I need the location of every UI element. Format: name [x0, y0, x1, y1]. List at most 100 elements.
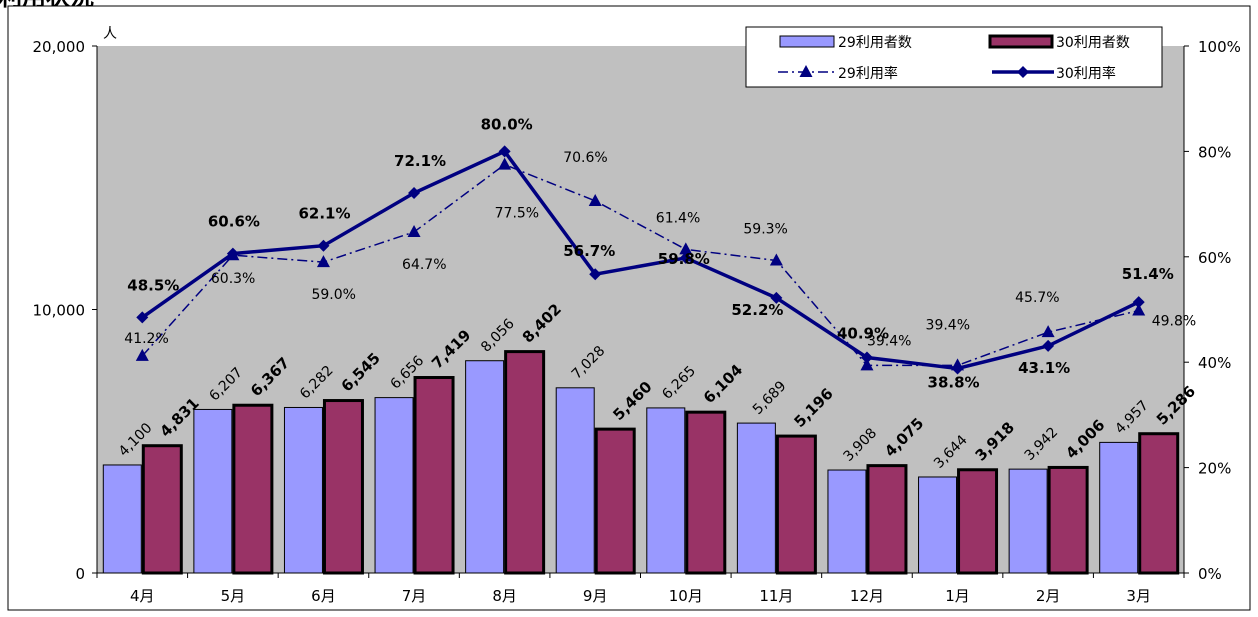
line-29-value-label: 39.4% [926, 317, 970, 333]
line-29-value-label: 59.3% [743, 221, 787, 237]
bar-29 [918, 476, 958, 574]
line-29-value-label: 64.7% [402, 257, 446, 273]
x-tick-label: 11月 [759, 587, 793, 605]
line-30-value-label: 62.1% [298, 205, 350, 223]
right-tick-label: 80% [1198, 143, 1231, 161]
line-29-value-label: 49.8% [1152, 314, 1196, 330]
line-30-value-label: 59.8% [658, 250, 710, 268]
legend: 29利用者数 30利用者数 29利用率 30利用率 [745, 26, 1163, 88]
bar-29 [102, 464, 142, 574]
left-tick-label: 0 [75, 565, 85, 583]
bar-30 [232, 403, 274, 575]
line-30-rate [141, 149, 1140, 371]
line-30-marker [951, 362, 964, 375]
line-30-value-label: 56.7% [563, 242, 615, 260]
line-30-value-label: 40.9% [837, 324, 889, 342]
x-tick-label: 3月 [1126, 587, 1151, 605]
line-29-marker [860, 358, 874, 371]
plot-area [97, 46, 1184, 573]
x-tick-label: 10月 [669, 587, 703, 605]
line-29-marker [1132, 303, 1146, 316]
bar-30 [141, 444, 183, 575]
bar-29 [283, 406, 323, 574]
legend-marker-29-rate [799, 65, 813, 77]
x-tick-label: 12月 [850, 587, 884, 605]
line-30-value-label: 80.0% [481, 115, 533, 133]
left-axis-unit: 人 [103, 26, 117, 42]
left-tick-label: 10,000 [33, 302, 86, 320]
line-29-value-label: 45.7% [1015, 290, 1059, 306]
legend-swatch-30-users [988, 34, 1054, 49]
line-30-value-label: 48.5% [127, 276, 179, 294]
line-29-marker [588, 193, 602, 206]
left-tick-label: 20,000 [33, 38, 86, 56]
line-29-value-label: 60.3% [211, 271, 255, 287]
bar-30 [775, 434, 817, 575]
bars-layer [102, 350, 1180, 575]
line-29-rate [141, 163, 1139, 367]
bar-29 [736, 422, 776, 574]
line-30-value-label: 51.4% [1122, 265, 1174, 283]
line-29-marker [679, 242, 693, 255]
line-30-marker [408, 187, 421, 200]
bar-30 [1047, 465, 1089, 575]
bar-29 [374, 397, 414, 574]
right-tick-label: 100% [1198, 38, 1241, 56]
legend-label-30-users: 30利用者数 [1056, 35, 1130, 51]
line-30-marker [317, 239, 330, 252]
legend-marker-30-rate [1017, 66, 1029, 78]
line-30-marker [679, 251, 692, 264]
bar-29 [193, 408, 233, 574]
line-30-marker [770, 291, 783, 304]
legend-label-30-rate: 30利用率 [1056, 65, 1116, 82]
x-tick-label: 4月 [130, 587, 155, 605]
bar-30 [504, 350, 546, 575]
line-29-value-label: 70.6% [563, 150, 607, 166]
bar-29 [465, 360, 505, 574]
line-30-value-label: 52.2% [731, 301, 783, 319]
right-tick-label: 60% [1198, 249, 1231, 267]
x-tick-label: 7月 [402, 587, 427, 605]
line-30-marker [136, 311, 149, 324]
line-30-marker [1132, 296, 1145, 309]
line-29-value-label: 61.4% [656, 210, 700, 226]
legend-label-29-users: 29利用者数 [838, 35, 912, 51]
x-tick-label: 6月 [311, 587, 336, 605]
right-tick-label: 40% [1198, 354, 1231, 372]
bar-30 [685, 410, 727, 575]
line-29-marker [316, 255, 330, 268]
line-30-marker [860, 351, 873, 364]
bar-30 [866, 464, 908, 575]
x-tick-label: 1月 [945, 587, 970, 605]
line-30-value-label: 38.8% [928, 374, 980, 392]
line-29-marker [1041, 325, 1055, 338]
legend-label-29-rate: 29利用率 [838, 65, 898, 82]
line-29-value-label: 41.2% [124, 331, 168, 347]
line-30-marker [589, 268, 602, 281]
line-29-value-label: 77.5% [495, 206, 539, 222]
x-tick-label: 8月 [492, 587, 517, 605]
right-tick-label: 0% [1198, 565, 1222, 583]
bar-29 [555, 387, 595, 574]
line-29-marker [135, 348, 149, 361]
line-29-marker [769, 253, 783, 266]
legend-swatch-29-users [779, 35, 835, 48]
axes: 0 10,000 20,000 人 0% 20% 40% 60% 80% 100% 4月 5月 6月 7月… [33, 26, 1241, 605]
line-29-marker [498, 157, 512, 170]
x-tick-label: 5月 [221, 587, 246, 605]
bar-30 [413, 376, 455, 575]
line-30-marker [498, 145, 511, 158]
line-30-value-label: 72.1% [394, 152, 446, 170]
bar-30 [594, 427, 636, 575]
bar-29 [827, 469, 867, 574]
line-29-value-label: 59.0% [311, 287, 355, 303]
line-30-marker [226, 247, 239, 260]
bar-29 [1008, 468, 1048, 574]
line-29-value-label: 39.4% [867, 333, 911, 349]
line-29-marker [407, 225, 421, 238]
line-30-marker [1042, 339, 1055, 352]
line-30-value-label: 43.1% [1018, 359, 1070, 377]
right-tick-label: 20% [1198, 460, 1231, 478]
bar-29 [1099, 441, 1139, 574]
